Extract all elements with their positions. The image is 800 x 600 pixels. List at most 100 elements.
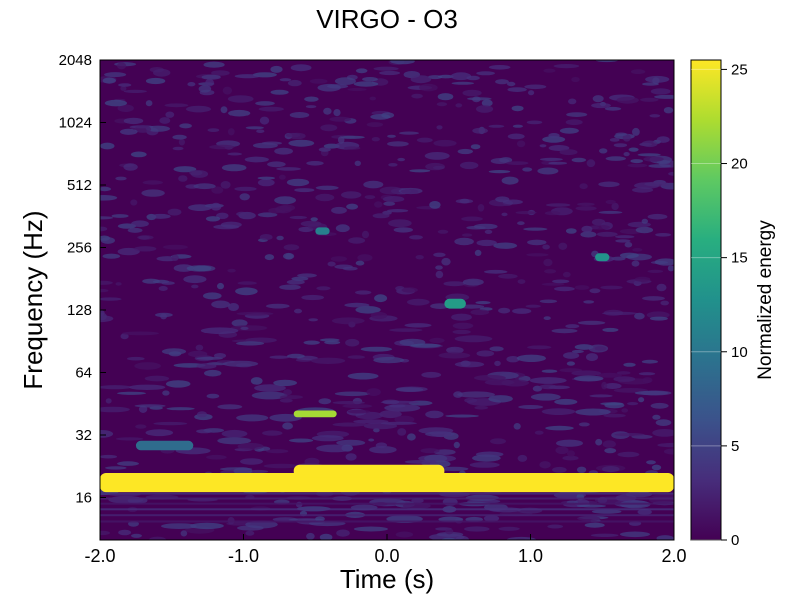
noise-blob	[261, 141, 282, 145]
noise-blob	[630, 159, 643, 164]
noise-blob	[131, 533, 142, 538]
noise-blob	[632, 127, 640, 136]
noise-blob	[196, 363, 217, 369]
noise-blob	[613, 376, 636, 382]
plot-background	[100, 60, 674, 540]
noise-blob	[415, 255, 424, 260]
noise-blob	[457, 391, 495, 398]
low-frequency-band	[100, 520, 674, 523]
noise-blob	[347, 409, 371, 414]
x-tick-label: 1.0	[518, 546, 543, 566]
noise-blob	[483, 515, 500, 522]
noise-blob	[339, 422, 357, 427]
noise-blob	[336, 529, 350, 537]
noise-blob	[574, 285, 590, 290]
noise-blob	[555, 446, 569, 455]
noise-blob	[311, 435, 344, 442]
noise-blob	[286, 279, 305, 285]
noise-blob	[517, 454, 528, 462]
noise-blob	[245, 520, 278, 529]
noise-blob	[387, 141, 409, 147]
noise-blob	[611, 202, 619, 211]
noise-blob	[454, 361, 485, 368]
noise-blob	[528, 90, 535, 96]
noise-blob	[165, 111, 175, 118]
noise-blob	[460, 161, 479, 170]
noise-blob	[462, 278, 484, 286]
noise-blob	[622, 134, 631, 142]
noise-blob	[431, 431, 452, 438]
noise-blob	[161, 281, 175, 285]
noise-blob	[279, 284, 301, 290]
noise-blob	[375, 442, 388, 449]
noise-blob	[577, 320, 606, 325]
noise-blob	[635, 226, 654, 234]
noise-blob	[454, 335, 493, 343]
noise-blob	[200, 327, 239, 335]
noise-blob	[657, 442, 674, 448]
noise-blob	[438, 352, 471, 359]
noise-blob	[638, 397, 645, 403]
noise-blob	[652, 77, 660, 85]
noise-blob	[656, 535, 674, 540]
noise-blob	[527, 239, 547, 246]
noise-blob	[470, 144, 481, 150]
noise-blob	[591, 102, 611, 109]
noise-blob	[512, 124, 524, 128]
noise-blob	[164, 103, 189, 108]
noise-blob	[527, 345, 552, 350]
noise-blob	[287, 353, 305, 359]
noise-blob	[619, 252, 639, 259]
noise-blob	[420, 448, 440, 454]
noise-blob	[135, 424, 147, 429]
noise-blob	[236, 341, 265, 346]
noise-blob	[613, 143, 628, 148]
noise-blob	[289, 112, 310, 118]
noise-blob	[488, 395, 513, 403]
noise-blob	[454, 237, 474, 246]
noise-blob	[153, 68, 171, 77]
noise-blob	[526, 253, 549, 257]
y-tick-label: 128	[67, 302, 92, 319]
noise-blob	[553, 64, 580, 69]
noise-blob	[237, 281, 257, 285]
noise-blob	[115, 176, 127, 181]
noise-blob	[171, 254, 179, 262]
noise-blob	[207, 128, 220, 133]
noise-blob	[605, 156, 626, 161]
colorbar-label: Normalized energy	[755, 220, 776, 380]
noise-blob	[507, 133, 525, 140]
noise-blob	[617, 451, 640, 458]
noise-blob	[603, 413, 626, 418]
noise-blob	[394, 415, 415, 424]
noise-blob	[596, 372, 622, 378]
noise-blob	[390, 60, 415, 65]
y-tick-label: 512	[67, 177, 92, 194]
colorbar-tick-label: 25	[731, 61, 748, 78]
noise-blob	[416, 137, 433, 143]
noise-blob	[102, 77, 116, 84]
noise-blob	[601, 381, 608, 390]
noise-blob	[589, 288, 601, 294]
x-tick-label: -1.0	[228, 546, 259, 566]
noise-blob	[461, 233, 473, 237]
noise-blob	[287, 79, 302, 87]
noise-blob	[257, 176, 275, 180]
noise-blob	[466, 225, 486, 230]
noise-blob	[227, 128, 235, 136]
noise-blob	[305, 105, 317, 109]
noise-blob	[360, 346, 393, 352]
noise-blob	[145, 77, 166, 85]
noise-blob	[616, 96, 639, 104]
noise-blob	[602, 311, 638, 315]
noise-blob	[644, 181, 670, 187]
noise-blob	[117, 247, 140, 256]
noise-blob	[598, 210, 623, 214]
noise-blob	[369, 446, 397, 454]
noise-blob	[452, 322, 474, 329]
noise-blob	[138, 405, 148, 413]
noise-blob	[559, 127, 579, 134]
noise-blob	[615, 132, 628, 137]
x-axis-label: Time (s)	[340, 564, 434, 594]
noise-blob	[186, 105, 211, 113]
